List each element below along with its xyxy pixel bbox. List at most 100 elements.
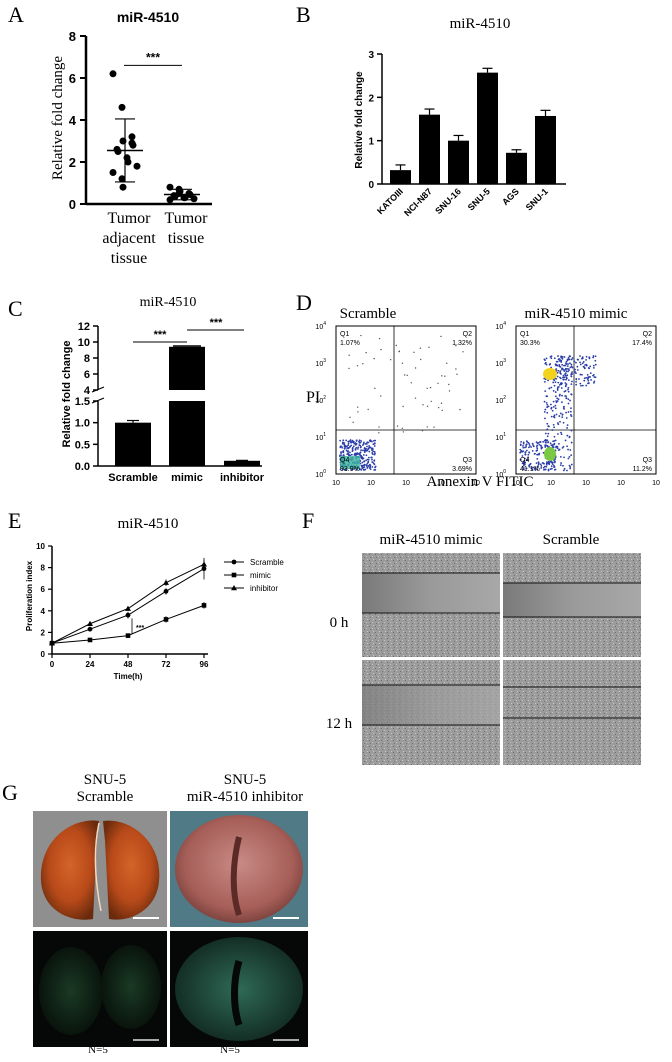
flow-ytick-label: 101 xyxy=(315,432,326,442)
flow-dot xyxy=(437,406,440,409)
flow-dot xyxy=(351,447,354,450)
flow-dot xyxy=(377,429,380,431)
chart-e-ytick-label: 4 xyxy=(41,607,46,616)
flow-dot xyxy=(545,465,548,468)
flow-dot xyxy=(352,441,355,444)
chart-a-point xyxy=(114,148,122,155)
flow-dot xyxy=(352,445,355,448)
chart-c-category-label: mimic xyxy=(171,472,203,484)
flow-dot xyxy=(519,458,522,461)
flow-dot xyxy=(363,463,366,466)
flow-dot xyxy=(440,335,442,338)
flow-dot xyxy=(550,415,553,418)
flow-dot xyxy=(371,453,374,455)
flow-dot xyxy=(549,468,552,470)
flow-dot xyxy=(359,441,362,444)
flow-dot xyxy=(535,449,538,452)
flow-dot xyxy=(530,446,533,448)
flow-dot xyxy=(422,404,424,406)
chart-b-category-label: NCI-N87 xyxy=(402,186,434,218)
flow-dot xyxy=(362,363,364,365)
chart-a-point xyxy=(128,133,136,141)
flow-dot xyxy=(592,373,595,376)
flow-dot xyxy=(433,426,435,428)
flow-dot xyxy=(372,462,375,465)
flow-dot xyxy=(357,448,359,450)
flow-dot xyxy=(543,400,546,403)
flow-dot xyxy=(565,376,568,379)
flow-dot xyxy=(359,451,362,454)
chart-a-point xyxy=(109,169,117,176)
flow-dot xyxy=(557,398,560,401)
flow-dot xyxy=(371,458,373,461)
flow-dot xyxy=(575,361,577,364)
flow-dot xyxy=(522,442,525,445)
flow-dot xyxy=(339,439,342,442)
flow-dot xyxy=(428,346,430,349)
flow-dot xyxy=(552,405,555,408)
flow-q1-name: Q1 xyxy=(340,331,349,338)
flow-dot xyxy=(569,466,572,468)
chart-b-ytick-label: 0 xyxy=(368,180,374,191)
flow-xtick-label: 10 xyxy=(472,480,480,487)
flow-dot xyxy=(372,440,375,442)
flow-dot xyxy=(519,444,522,446)
flow-dot xyxy=(584,364,586,366)
chart-a-ylabel: Relative fold change xyxy=(50,56,66,180)
chart-e-point xyxy=(87,626,93,632)
wound-image-mimic-12h xyxy=(362,660,500,765)
flow-dot xyxy=(556,422,559,424)
flow-dot xyxy=(568,455,571,458)
flow-dot xyxy=(350,453,353,456)
flow-dot xyxy=(550,406,553,409)
chart-a-sig-label: *** xyxy=(146,50,160,64)
chart-e-series-line xyxy=(51,563,205,644)
flow-dot xyxy=(537,453,539,456)
flow-ytick-exp: 4 xyxy=(323,321,326,327)
flow-dot xyxy=(551,429,554,431)
wound-row-2: 12 h xyxy=(325,716,353,732)
panel-label-d: D xyxy=(296,290,312,315)
flow-dot xyxy=(573,368,576,371)
flow-dot xyxy=(587,382,589,385)
chart-a-category-label: Tumor xyxy=(165,210,209,227)
flow-dot xyxy=(340,454,342,456)
flow-dot xyxy=(566,367,569,370)
flow-dot xyxy=(535,462,538,465)
flow-dot xyxy=(560,359,563,362)
flow-dot xyxy=(371,440,373,443)
flow-dot xyxy=(562,374,565,377)
flow-plot-frame xyxy=(515,325,657,475)
chart-c-ytick-label: 0.5 xyxy=(75,439,90,451)
flow-dot xyxy=(585,363,588,366)
flow-dot xyxy=(570,383,573,386)
chart-e-ytick-label: 0 xyxy=(41,650,46,659)
flow-q2-name: Q2 xyxy=(463,331,472,338)
flow-dot xyxy=(528,451,531,454)
flow-dot xyxy=(564,439,567,442)
flow-dot xyxy=(543,411,546,413)
flow-dot xyxy=(570,407,572,410)
flow-density-hotspot xyxy=(544,447,556,461)
flow-dot xyxy=(590,379,592,381)
flow-dot xyxy=(571,366,574,369)
flow-dot xyxy=(566,424,569,427)
xeno-col-2-title: SNU-5 miR-4510 inhibitor xyxy=(170,772,320,806)
flow-dot xyxy=(564,382,567,384)
flow-dot xyxy=(521,465,524,468)
flow-dot xyxy=(560,431,562,434)
flow-dot xyxy=(576,365,579,368)
chart-a-ytick-label: 4 xyxy=(69,113,77,128)
flow-dot xyxy=(365,351,367,354)
flow-dot xyxy=(534,467,537,469)
chart-c-ytick-label: 4 xyxy=(84,385,91,397)
flow-dot xyxy=(519,451,522,454)
flow-dot xyxy=(558,415,561,417)
flow-dot xyxy=(380,348,382,351)
flow-dot xyxy=(562,378,565,381)
flow-dot xyxy=(589,365,592,368)
flow-dot xyxy=(363,441,365,444)
flow-dot xyxy=(564,390,567,392)
flow-xtick-label: 10 xyxy=(512,480,520,487)
flow-dot xyxy=(544,417,546,420)
